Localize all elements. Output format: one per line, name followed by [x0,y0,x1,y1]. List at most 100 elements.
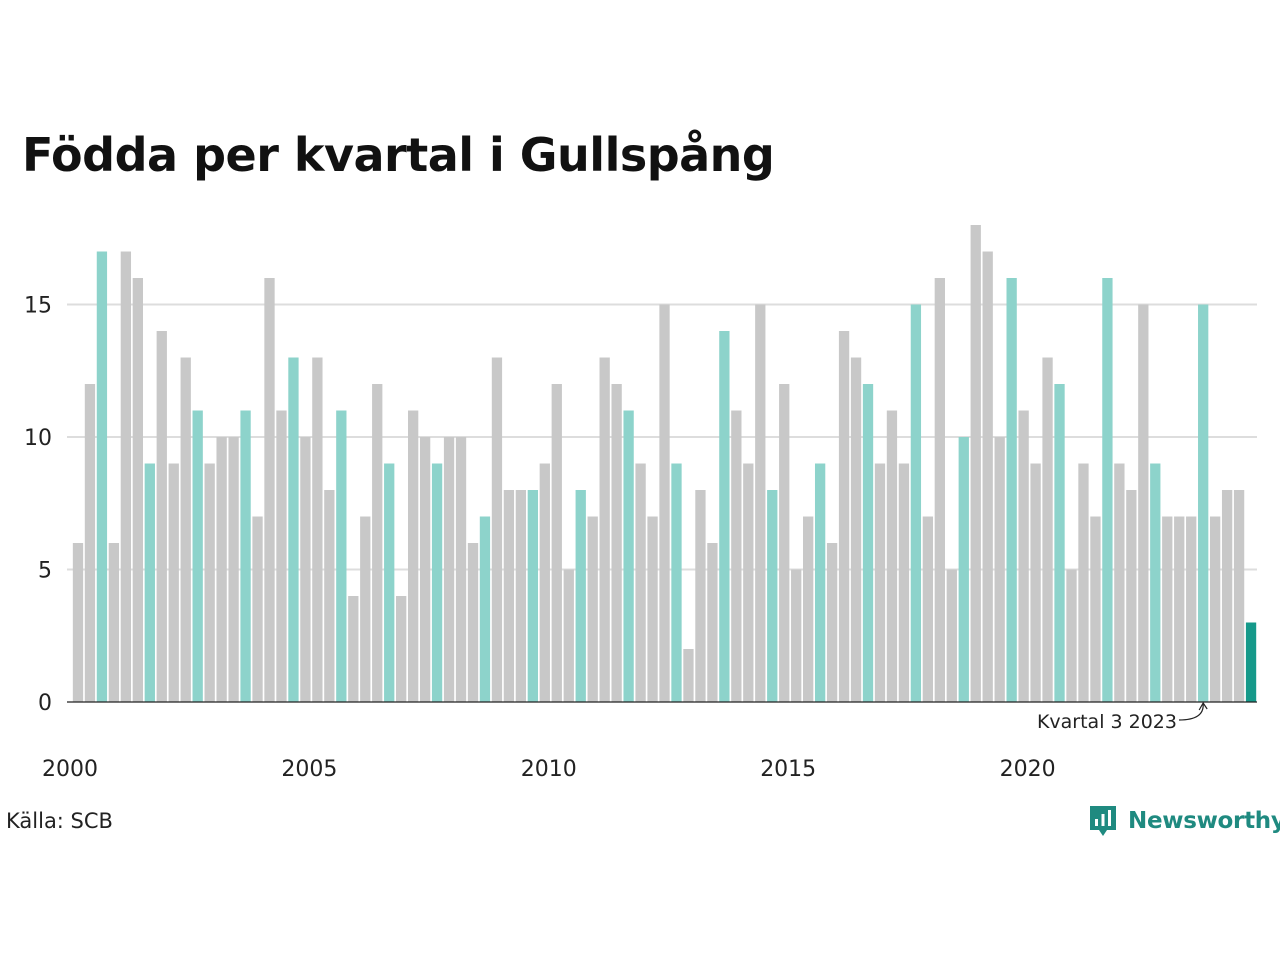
x-tick-label: 2010 [521,757,577,782]
bar-2001-q3 [144,463,155,702]
bar-2002-q4 [204,463,215,702]
annotation-arrow [1178,703,1204,721]
bar-2009-q2 [515,490,527,702]
bar-2008-q2 [467,543,479,702]
bar-2011-q3 [623,410,634,702]
bar-2017-q1 [886,410,898,702]
bar-2013-q3 [719,331,730,702]
bar-2010-q3 [575,490,586,702]
bar-2022-q1 [1126,490,1137,702]
annotation-label: Kvartal 3 2023 [1037,711,1177,733]
bar-2016-q3 [862,384,874,702]
bar-2021-q1 [1078,463,1089,702]
bar-2021-q2 [1090,516,1101,702]
x-tick-label: 2020 [1000,757,1056,782]
bar-2016-q1 [838,331,850,702]
bar-2024-q1 [1221,490,1233,702]
bar-2003-q4 [252,516,263,702]
bar-2019-q3 [1006,278,1017,702]
annotation: Kvartal 3 2023 [1037,701,1208,733]
bar-2018-q2 [946,569,957,702]
bar-2019-q4 [1018,410,1029,702]
bar-2007-q2 [419,437,431,702]
bar-2006-q2 [372,384,383,702]
bar-2010-q4 [587,516,598,702]
bar-2017-q4 [922,516,934,702]
bar-2007-q3 [431,463,443,702]
bar-2008-q1 [455,437,467,702]
bar-2007-q4 [443,437,455,702]
bar-2007-q1 [408,410,419,702]
bar-2017-q2 [898,463,910,702]
bar-2006-q1 [360,516,371,702]
bar-2006-q4 [396,596,407,702]
bar-2012-q1 [647,516,658,702]
bar-2015-q3 [814,463,826,702]
bar-2014-q2 [755,304,766,702]
bar-2003-q1 [216,437,227,702]
brand-name: Newsworthy [1128,808,1280,834]
bar-2003-q3 [240,410,251,702]
bar-2009-q3 [527,490,538,702]
brand-logo: Newsworthy [1088,804,1280,838]
bar-2002-q3 [192,410,203,702]
bar-2002-q2 [180,357,191,702]
bar-2015-q1 [791,569,802,702]
chart-title: Födda per kvartal i Gullspång [22,128,775,182]
bar-2014-q1 [743,463,754,702]
bar-2004-q3 [288,357,299,702]
bar-2022-q3 [1150,463,1161,702]
bar-2000-q3 [96,251,108,702]
bar-2023-q4 [1209,516,1221,702]
bar-2008-q3 [479,516,491,702]
y-tick-label: 5 [38,559,52,584]
bar-2013-q2 [707,543,718,702]
bar-2004-q1 [264,278,275,702]
bar-2013-q4 [731,410,742,702]
bar-2022-q2 [1138,304,1149,702]
bar-2001-q4 [156,331,167,702]
bar-2024-q2 [1233,490,1245,702]
bar-2021-q4 [1114,463,1125,702]
x-tick-label: 2000 [42,757,98,782]
y-tick-label: 0 [38,691,52,716]
bar-2000-q4 [108,543,120,702]
bar-2020-q1 [1030,463,1041,702]
bar-2023-q1 [1174,516,1185,702]
bar-2011-q1 [599,357,610,702]
bar-2011-q4 [635,463,646,702]
bar-2009-q4 [539,463,550,702]
bar-2005-q2 [324,490,335,702]
bar-2021-q3 [1102,278,1113,702]
bar-2004-q2 [276,410,287,702]
bar-2014-q3 [767,490,778,702]
bar-2018-q3 [958,437,969,702]
bar-2020-q3 [1054,384,1065,702]
bar-2005-q3 [336,410,347,702]
bar-2018-q4 [970,225,981,702]
bar-2002-q1 [168,463,179,702]
bar-2005-q4 [348,596,359,702]
bar-2020-q4 [1066,569,1077,702]
bar-2017-q3 [910,304,922,702]
bar-2019-q2 [994,437,1005,702]
bar-2006-q3 [384,463,395,702]
bar-2016-q4 [874,463,886,702]
bar-2012-q2 [659,304,670,702]
bar-2012-q4 [683,649,694,702]
bar-2012-q3 [671,463,682,702]
bar-2018-q1 [934,278,945,702]
bar-2023-q3 [1198,304,1209,702]
bar-2014-q4 [779,384,790,702]
bar-2010-q1 [551,384,562,702]
annotation-arrowhead [1198,701,1208,711]
x-tick-label: 2015 [760,757,816,782]
bar-2019-q1 [982,251,993,702]
bar-chart: 0 5 10 15 2000 2005 2010 2015 2020 Kvartal 3 20… [24,225,1257,782]
bar-2015-q2 [803,516,814,702]
bar-2008-q4 [491,357,503,702]
y-tick-label: 10 [24,426,52,451]
bar-2005-q1 [312,357,323,702]
bar-2001-q1 [120,251,132,702]
bar-2009-q1 [503,490,515,702]
